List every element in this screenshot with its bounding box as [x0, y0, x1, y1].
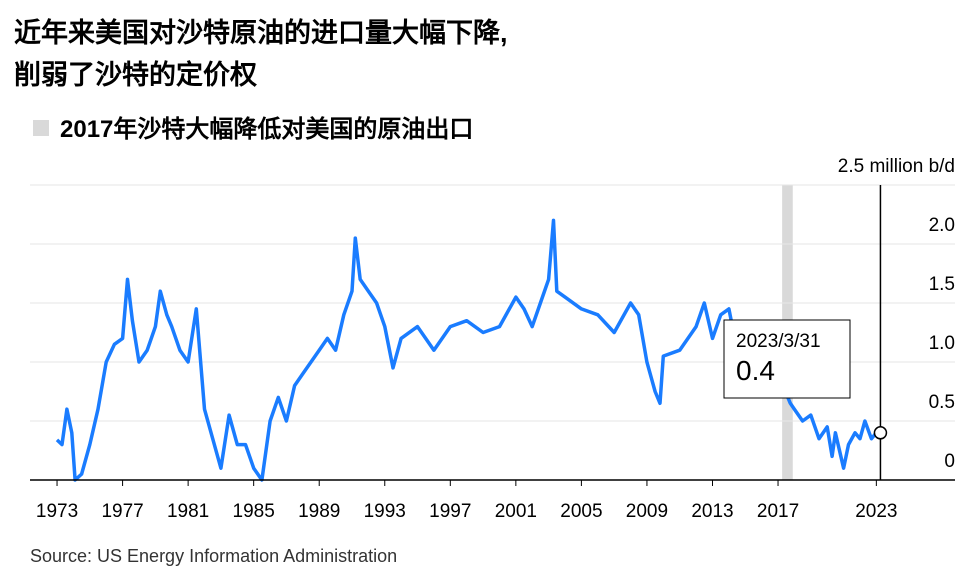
tooltip-box [723, 319, 851, 399]
y-tick-label: 0 [944, 451, 955, 472]
x-tick-label: 1977 [101, 501, 143, 522]
x-tick-label: 2009 [626, 501, 668, 522]
x-tick-label: 2017 [757, 501, 799, 522]
y-tick-label: 2.5 million b/d [838, 156, 955, 177]
source: Source: US Energy Information Administra… [30, 546, 397, 566]
x-tick-label: 1973 [36, 501, 78, 522]
y-tick-label: 2.0 [929, 215, 955, 236]
legend-swatch [33, 120, 49, 136]
chart-subtitle: 削弱了沙特的定价权 [14, 59, 257, 90]
x-tick-label: 2001 [495, 501, 537, 522]
x-tick-label: 1993 [364, 501, 406, 522]
x-tick-label: 1985 [233, 501, 275, 522]
y-tick-label: 1.0 [929, 333, 955, 354]
x-tick-label: 2005 [560, 501, 602, 522]
x-tick-label: 1981 [167, 501, 209, 522]
y-tick-label: 1.5 [929, 274, 955, 295]
chart-title: 近年来美国对沙特原油的进口量大幅下降, [14, 17, 508, 48]
plot: 0 0.5 1.0 1.5 2.0 2.5 million b/d 1973 1977 1981… [30, 156, 955, 522]
x-tick-label: 1989 [298, 501, 340, 522]
y-tick-label: 0.5 [929, 392, 955, 413]
legend-label: 2017年沙特大幅降低对美国的原油出口 [60, 115, 473, 143]
x-tick-label: 2013 [691, 501, 733, 522]
x-tick-label: 1997 [429, 501, 471, 522]
x-tick-label: 2023 [855, 501, 897, 522]
annotation-dot [873, 426, 888, 440]
tooltip-value: 0.4 [736, 355, 775, 386]
tooltip-date: 2023/3/31 [736, 331, 821, 352]
